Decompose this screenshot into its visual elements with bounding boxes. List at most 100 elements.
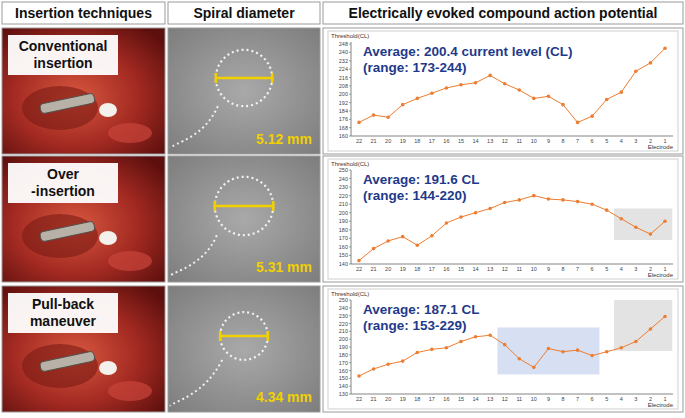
data-point <box>430 91 434 95</box>
y-tick <box>349 315 351 316</box>
highlight-region <box>614 300 672 351</box>
y-tick-label: 130 <box>339 391 348 397</box>
y-tick <box>349 394 351 395</box>
data-point <box>547 347 551 351</box>
y-tick <box>349 204 351 205</box>
data-point <box>386 239 390 243</box>
y-tick <box>349 52 351 53</box>
technique-box <box>8 293 118 333</box>
y-tick-label: 224 <box>339 66 348 72</box>
y-tick <box>349 77 351 78</box>
surgical-photo: Conventionalinsertion <box>2 28 165 154</box>
data-point <box>474 335 478 339</box>
y-tick-label: 210 <box>339 328 348 334</box>
x-tick-label: 12 <box>502 396 508 402</box>
x-tick-label: 21 <box>371 266 377 272</box>
y-tick <box>349 386 351 387</box>
y-tick-label: 160 <box>339 244 348 250</box>
x-tick-label: 8 <box>561 396 564 402</box>
data-point <box>488 74 492 78</box>
surgical-photo: Over-insertion <box>2 156 165 282</box>
x-tick-label: 10 <box>531 138 537 144</box>
y-tick-label: 200 <box>339 91 348 97</box>
chart-inner-frame <box>328 31 678 151</box>
photo-shade <box>22 86 98 130</box>
electrode-lead <box>170 235 217 276</box>
header-cell <box>2 2 165 24</box>
y-tick-label: 192 <box>339 100 348 106</box>
data-point <box>357 121 361 125</box>
data-point <box>488 207 492 211</box>
y-tick-label: 248 <box>339 41 348 47</box>
x-tick-label: 4 <box>620 396 623 402</box>
data-point <box>386 362 390 366</box>
data-point <box>517 357 521 361</box>
data-point <box>532 194 536 198</box>
xray: 4.34 mm <box>168 286 320 412</box>
diameter-cap <box>219 331 222 341</box>
x-tick-label: 7 <box>576 396 579 402</box>
y-tick-label: 168 <box>339 125 348 131</box>
y-tick-label: 140 <box>339 261 348 267</box>
xray-bg <box>168 286 320 412</box>
y-tick-label: 210 <box>339 201 348 207</box>
x-tick-label: 20 <box>385 266 391 272</box>
y-tick <box>349 354 351 355</box>
y-tick <box>349 212 351 213</box>
x-tick-label: 9 <box>547 138 550 144</box>
data-point <box>576 200 580 204</box>
x-tick-label: 15 <box>458 396 464 402</box>
y-tick-label: 160 <box>339 133 348 139</box>
data-point <box>357 374 361 378</box>
x-tick-label: 19 <box>400 396 406 402</box>
diameter-line <box>220 335 268 338</box>
x-tick-label: 20 <box>385 138 391 144</box>
photo-shade <box>108 251 152 271</box>
y-tick-label: 250 <box>339 297 348 303</box>
header-text: Insertion techniques <box>15 5 152 21</box>
data-point <box>576 348 580 352</box>
y-tick-label: 216 <box>339 75 348 81</box>
y-tick <box>349 136 351 137</box>
x-tick-label: 22 <box>356 396 362 402</box>
x-tick-label: 10 <box>531 266 537 272</box>
y-tick-label: 190 <box>339 218 348 224</box>
y-tick-label: 170 <box>339 360 348 366</box>
x-tick-label: 13 <box>487 138 493 144</box>
chart-inner-frame <box>328 159 678 279</box>
y-axis-label: Threshold(CL) <box>331 291 369 297</box>
x-tick-label: 17 <box>429 138 435 144</box>
x-tick-label: 11 <box>516 266 522 272</box>
y-tick <box>349 69 351 70</box>
x-tick-label: 16 <box>443 396 449 402</box>
data-point <box>488 333 492 337</box>
x-tick-label: 5 <box>605 266 608 272</box>
chart-frame <box>323 286 683 412</box>
x-tick-label: 7 <box>576 138 579 144</box>
y-tick <box>349 170 351 171</box>
x-tick-label: 2 <box>649 138 652 144</box>
y-axis-label: Threshold(CL) <box>331 33 369 39</box>
data-point <box>445 346 449 350</box>
chart-frame <box>323 28 683 154</box>
x-tick-label: 3 <box>634 396 637 402</box>
diameter-line <box>215 205 273 208</box>
x-tick-label: 18 <box>414 396 420 402</box>
electrode-spiral <box>215 177 273 235</box>
ecap-chart: Threshold(CL)Electrode140150160170180190… <box>323 156 683 282</box>
data-point <box>547 197 551 201</box>
y-tick-label: 184 <box>339 108 348 114</box>
y-tick <box>349 307 351 308</box>
y-tick <box>349 255 351 256</box>
x-tick-label: 1 <box>663 266 666 272</box>
x-tick-label: 16 <box>443 138 449 144</box>
annotation: (range: 144-220) <box>363 188 467 203</box>
x-tick-label: 14 <box>473 266 479 272</box>
data-point <box>474 211 478 215</box>
data-point <box>605 350 609 354</box>
data-point <box>663 46 667 50</box>
photo-highlight <box>99 361 117 375</box>
data-point <box>634 340 638 344</box>
electrode-spiral <box>216 50 272 106</box>
y-tick-label: 150 <box>339 252 348 258</box>
